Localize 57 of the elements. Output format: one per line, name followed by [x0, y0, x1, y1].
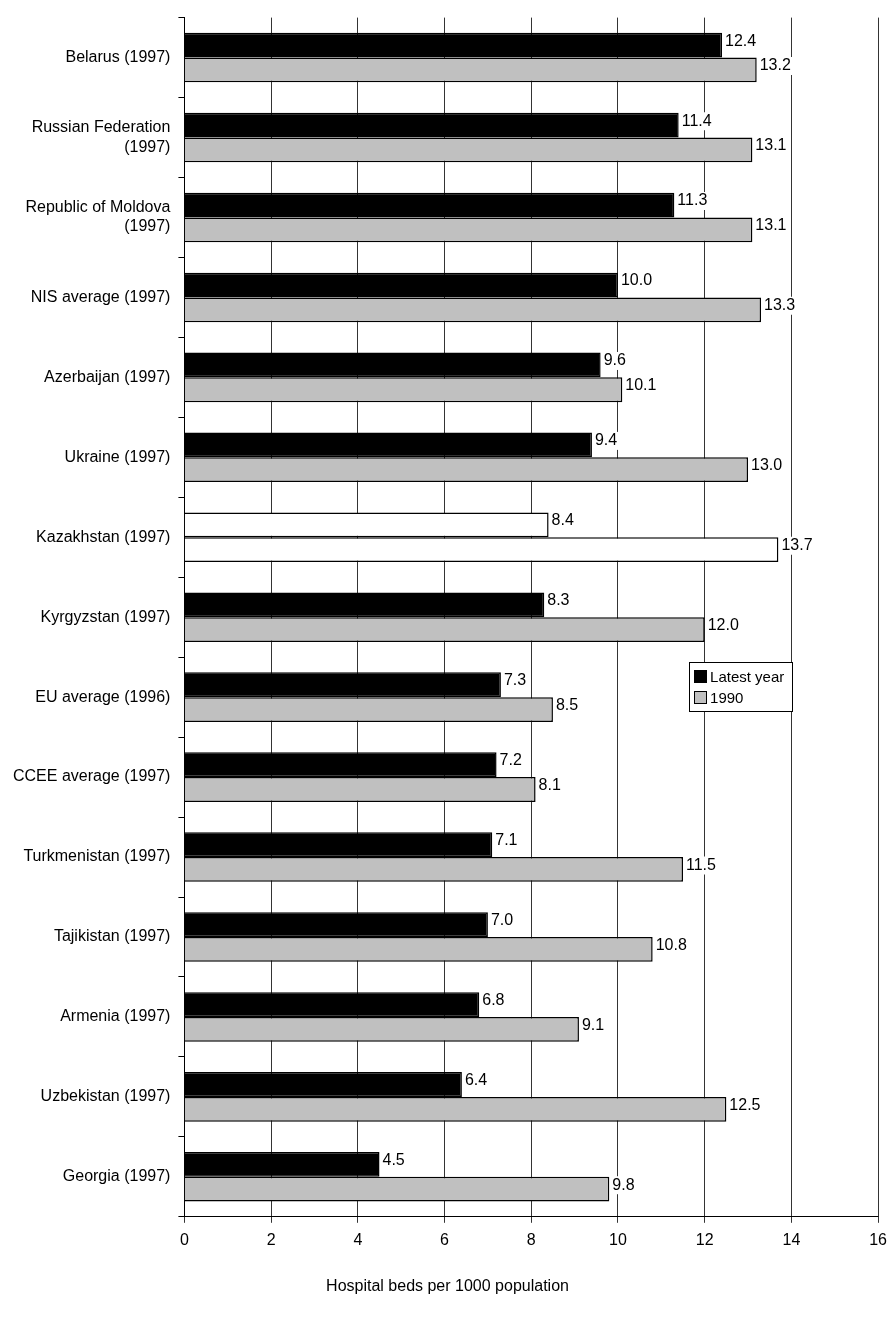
data-label: 7.2 [499, 751, 522, 769]
y-tick-label: NIS average (1997) [30, 287, 171, 305]
data-label: 9.1 [581, 1015, 605, 1033]
y-tick-label: Belarus (1997) [65, 47, 171, 65]
data-label: 11.4 [681, 111, 712, 129]
data-label: 7.3 [503, 671, 527, 689]
y-tick-label: CCEE average (1997) [12, 767, 171, 785]
y-tick-label: EU average (1996) [35, 687, 171, 705]
y-tick-label: Kyrgyzstan (1997) [40, 607, 171, 625]
data-label: 13.1 [755, 216, 787, 234]
y-tick-label: Turkmenistan (1997) [23, 847, 171, 865]
data-label: 8.4 [551, 511, 574, 529]
data-label: 8.5 [555, 695, 579, 713]
data-label: 6.8 [482, 990, 505, 1008]
data-label: 12.0 [707, 616, 739, 633]
y-tick-label: Uzbekistan (1997) [40, 1087, 171, 1105]
data-label: 10.0 [620, 271, 653, 289]
data-label: 11.5 [686, 855, 717, 873]
y-tick-label: Georgia (1997) [62, 1167, 171, 1185]
data-label: 9.8 [612, 1175, 635, 1193]
data-label: 12.5 [729, 1095, 761, 1113]
data-label: 12.4 [725, 31, 757, 49]
x-tick-label: 12 [695, 1230, 714, 1248]
x-tick-label: 2 [266, 1230, 276, 1248]
data-label: 7.0 [490, 911, 514, 928]
y-tick-label: Russian Federation (1997) [31, 118, 171, 155]
data-label: 9.6 [603, 351, 626, 369]
x-tick-label: 16 [869, 1230, 888, 1248]
x-tick-label: 8 [526, 1230, 536, 1248]
x-tick-label: 4 [353, 1230, 363, 1248]
data-label: 10.1 [625, 376, 657, 394]
data-label: 10.8 [655, 935, 687, 953]
y-tick-label: Kazakhstan (1997) [36, 527, 171, 545]
x-tick-label: 14 [782, 1230, 801, 1248]
data-label: 13.2 [759, 56, 791, 74]
data-label: 8.1 [538, 775, 561, 793]
y-tick-label: Republic of Moldova (1997) [25, 198, 171, 235]
y-tick-label: Armenia (1997) [60, 1007, 171, 1025]
data-label: 4.5 [382, 1150, 405, 1168]
y-tick-label: Tajikistan (1997) [53, 927, 171, 945]
data-label: 6.4 [464, 1070, 488, 1088]
data-label: 13.7 [781, 536, 813, 554]
x-tick-label: 10 [609, 1230, 627, 1248]
data-label: 13.0 [751, 456, 783, 474]
data-label: 8.3 [547, 591, 570, 609]
y-tick-label: Ukraine (1997) [64, 447, 171, 465]
data-label: 13.3 [764, 296, 796, 314]
y-tick-label: Azerbaijan (1997) [44, 367, 171, 385]
legend-label: 1990 [709, 688, 745, 709]
legend-label: Latest year [709, 667, 785, 688]
x-axis-title: Hospital beds per 1000 population [325, 1276, 570, 1295]
data-label: 11.3 [677, 191, 708, 209]
data-label: 7.1 [495, 831, 518, 849]
x-tick-label: 6 [440, 1230, 450, 1248]
data-label: 9.4 [594, 431, 618, 449]
data-label: 13.1 [755, 136, 787, 154]
x-tick-label: 0 [179, 1230, 189, 1248]
